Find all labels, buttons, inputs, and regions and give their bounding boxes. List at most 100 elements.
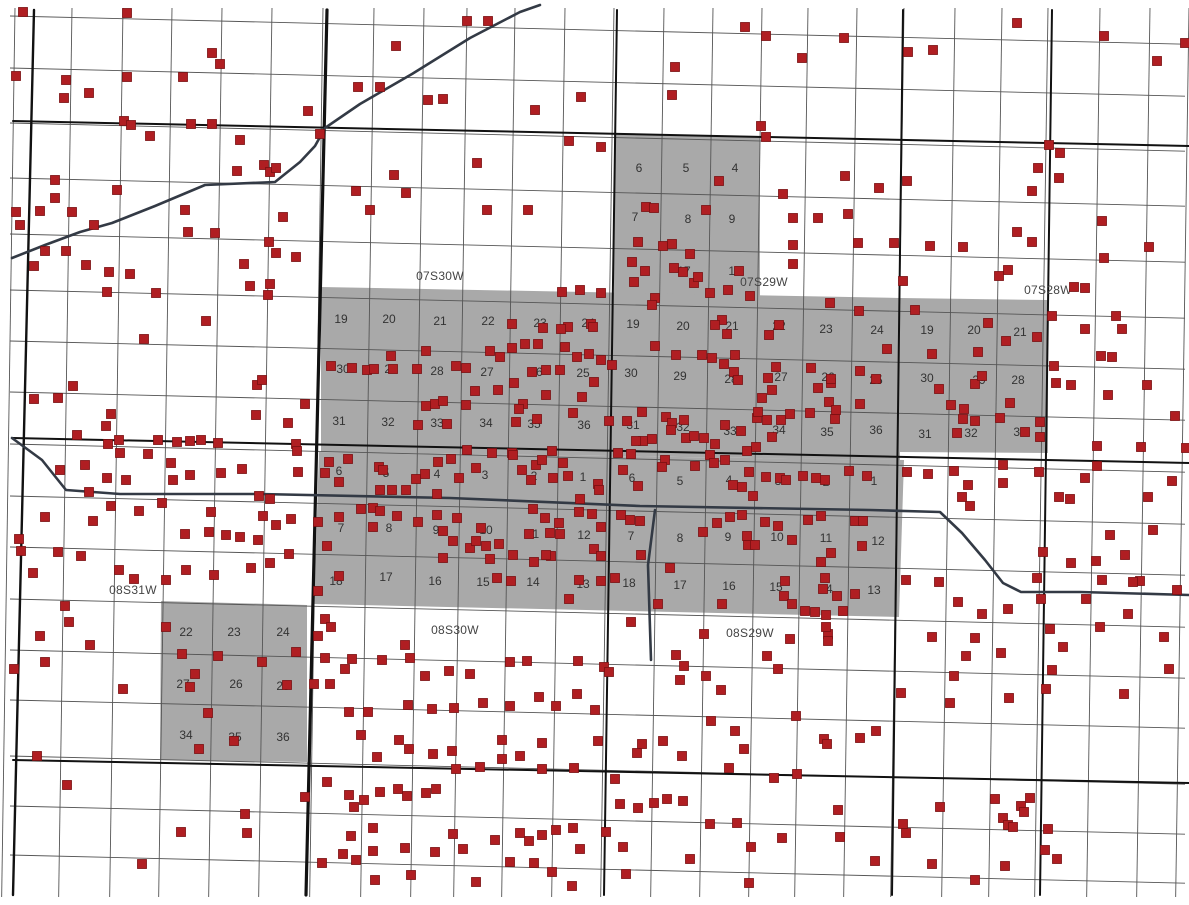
- well-marker[interactable]: [1092, 441, 1102, 451]
- well-marker[interactable]: [599, 662, 609, 672]
- well-marker[interactable]: [633, 803, 643, 813]
- well-marker[interactable]: [386, 351, 396, 361]
- well-marker[interactable]: [393, 784, 403, 794]
- well-marker[interactable]: [596, 142, 606, 152]
- well-marker[interactable]: [35, 631, 45, 641]
- well-marker[interactable]: [622, 416, 632, 426]
- well-marker[interactable]: [541, 550, 551, 560]
- well-marker[interactable]: [492, 573, 502, 583]
- well-marker[interactable]: [1080, 283, 1090, 293]
- well-marker[interactable]: [118, 684, 128, 694]
- well-marker[interactable]: [72, 430, 82, 440]
- well-marker[interactable]: [723, 285, 733, 295]
- well-marker[interactable]: [1159, 632, 1169, 642]
- well-marker[interactable]: [229, 736, 239, 746]
- well-marker[interactable]: [508, 550, 518, 560]
- well-marker[interactable]: [753, 407, 763, 417]
- well-marker[interactable]: [958, 414, 968, 424]
- well-marker[interactable]: [803, 515, 813, 525]
- well-marker[interactable]: [748, 491, 758, 501]
- well-marker[interactable]: [1045, 624, 1055, 634]
- well-marker[interactable]: [720, 420, 730, 430]
- well-marker[interactable]: [653, 599, 663, 609]
- well-marker[interactable]: [404, 744, 414, 754]
- well-marker[interactable]: [356, 730, 366, 740]
- well-marker[interactable]: [537, 830, 547, 840]
- well-marker[interactable]: [613, 448, 623, 458]
- well-marker[interactable]: [556, 324, 566, 334]
- well-marker[interactable]: [387, 485, 397, 495]
- well-marker[interactable]: [811, 473, 821, 483]
- well-marker[interactable]: [114, 435, 124, 445]
- well-marker[interactable]: [983, 318, 993, 328]
- well-marker[interactable]: [534, 692, 544, 702]
- well-marker[interactable]: [522, 656, 532, 666]
- well-marker[interactable]: [776, 415, 786, 425]
- well-marker[interactable]: [462, 16, 472, 26]
- well-marker[interactable]: [690, 461, 700, 471]
- well-marker[interactable]: [773, 664, 783, 674]
- well-marker[interactable]: [965, 501, 975, 511]
- well-marker[interactable]: [1117, 324, 1127, 334]
- well-marker[interactable]: [315, 129, 325, 139]
- well-marker[interactable]: [551, 701, 561, 711]
- well-marker[interactable]: [388, 364, 398, 374]
- well-marker[interactable]: [780, 576, 790, 586]
- well-marker[interactable]: [84, 487, 94, 497]
- well-marker[interactable]: [1054, 492, 1064, 502]
- well-marker[interactable]: [730, 350, 740, 360]
- well-marker[interactable]: [574, 507, 584, 517]
- well-marker[interactable]: [788, 240, 798, 250]
- well-marker[interactable]: [507, 319, 517, 329]
- well-marker[interactable]: [590, 705, 600, 715]
- well-marker[interactable]: [448, 536, 458, 546]
- well-marker[interactable]: [122, 72, 132, 82]
- well-marker[interactable]: [541, 390, 551, 400]
- well-marker[interactable]: [596, 522, 606, 532]
- well-marker[interactable]: [572, 689, 582, 699]
- well-marker[interactable]: [494, 539, 504, 549]
- well-marker[interactable]: [998, 813, 1008, 823]
- well-marker[interactable]: [970, 875, 980, 885]
- well-marker[interactable]: [957, 492, 967, 502]
- well-marker[interactable]: [821, 610, 831, 620]
- well-marker[interactable]: [761, 132, 771, 142]
- well-marker[interactable]: [640, 266, 650, 276]
- well-marker[interactable]: [618, 465, 628, 475]
- well-marker[interactable]: [564, 594, 574, 604]
- well-marker[interactable]: [762, 651, 772, 661]
- well-marker[interactable]: [181, 565, 191, 575]
- well-marker[interactable]: [540, 513, 550, 523]
- well-marker[interactable]: [977, 371, 987, 381]
- well-marker[interactable]: [461, 363, 471, 373]
- well-marker[interactable]: [9, 664, 19, 674]
- well-marker[interactable]: [1027, 237, 1037, 247]
- well-marker[interactable]: [798, 471, 808, 481]
- well-marker[interactable]: [558, 458, 568, 468]
- well-marker[interactable]: [588, 322, 598, 332]
- well-marker[interactable]: [742, 446, 752, 456]
- well-marker[interactable]: [168, 475, 178, 485]
- well-marker[interactable]: [1105, 530, 1115, 540]
- well-marker[interactable]: [737, 482, 747, 492]
- well-marker[interactable]: [59, 93, 69, 103]
- well-marker[interactable]: [1128, 577, 1138, 587]
- well-marker[interactable]: [824, 397, 834, 407]
- well-marker[interactable]: [567, 881, 577, 891]
- well-marker[interactable]: [998, 478, 1008, 488]
- well-marker[interactable]: [594, 485, 604, 495]
- well-marker[interactable]: [438, 94, 448, 104]
- well-marker[interactable]: [547, 446, 557, 456]
- well-marker[interactable]: [449, 703, 459, 713]
- well-marker[interactable]: [839, 33, 849, 43]
- well-marker[interactable]: [161, 575, 171, 585]
- well-marker[interactable]: [1033, 163, 1043, 173]
- well-marker[interactable]: [1038, 547, 1048, 557]
- well-marker[interactable]: [338, 849, 348, 859]
- well-marker[interactable]: [667, 90, 677, 100]
- well-marker[interactable]: [265, 279, 275, 289]
- well-marker[interactable]: [855, 399, 865, 409]
- well-marker[interactable]: [454, 473, 464, 483]
- well-marker[interactable]: [596, 576, 606, 586]
- well-marker[interactable]: [370, 875, 380, 885]
